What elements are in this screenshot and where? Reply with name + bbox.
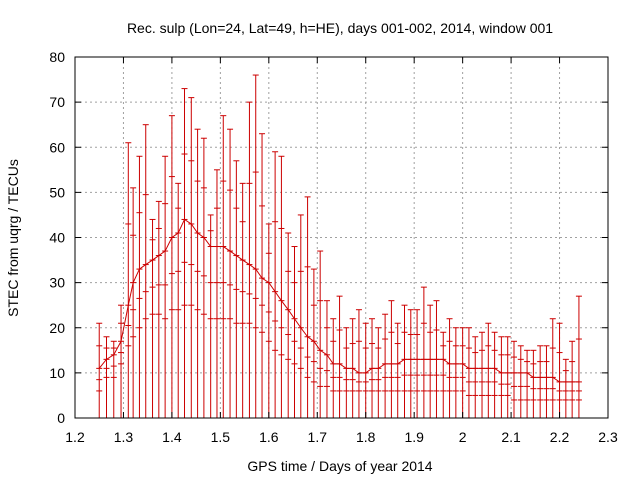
x-tick-label: 2 — [459, 429, 467, 445]
x-tick-label: 1.6 — [259, 429, 279, 445]
x-axis-label: GPS time / Days of year 2014 — [247, 458, 432, 474]
y-axis-label: STEC from uqrg / TECUs — [5, 159, 21, 317]
x-tick-label: 1.5 — [211, 429, 231, 445]
x-tick-label: 1.7 — [308, 429, 328, 445]
y-tick-label: 50 — [49, 184, 65, 200]
chart-title: Rec. sulp (Lon=24, Lat=49, h=HE), days 0… — [127, 20, 553, 36]
y-tick-label: 20 — [49, 320, 65, 336]
y-tick-label: 70 — [49, 94, 65, 110]
y-tick-label: 80 — [49, 49, 65, 65]
x-tick-label: 1.3 — [114, 429, 134, 445]
series-line — [98, 218, 579, 383]
y-tick-label: 10 — [49, 365, 65, 381]
x-tick-label: 1.4 — [162, 429, 182, 445]
x-tick-label: 2.2 — [550, 429, 570, 445]
y-tick-label: 40 — [49, 230, 65, 246]
x-tick-label: 1.8 — [356, 429, 376, 445]
tick-layer: 1.2 1.3 1.4 1.5 1.6 1.7 1.8 1.9 2 2.1 2.2 2.3 0 10 20 3… — [49, 49, 618, 445]
x-tick-label: 1.9 — [404, 429, 424, 445]
x-tick-label: 2.1 — [501, 429, 521, 445]
errorbar-layer — [96, 74, 582, 418]
y-tick-label: 0 — [57, 410, 65, 426]
y-tick-label: 60 — [49, 139, 65, 155]
x-tick-label: 2.3 — [598, 429, 618, 445]
y-tick-label: 30 — [49, 275, 65, 291]
x-tick-label: 1.2 — [65, 429, 85, 445]
